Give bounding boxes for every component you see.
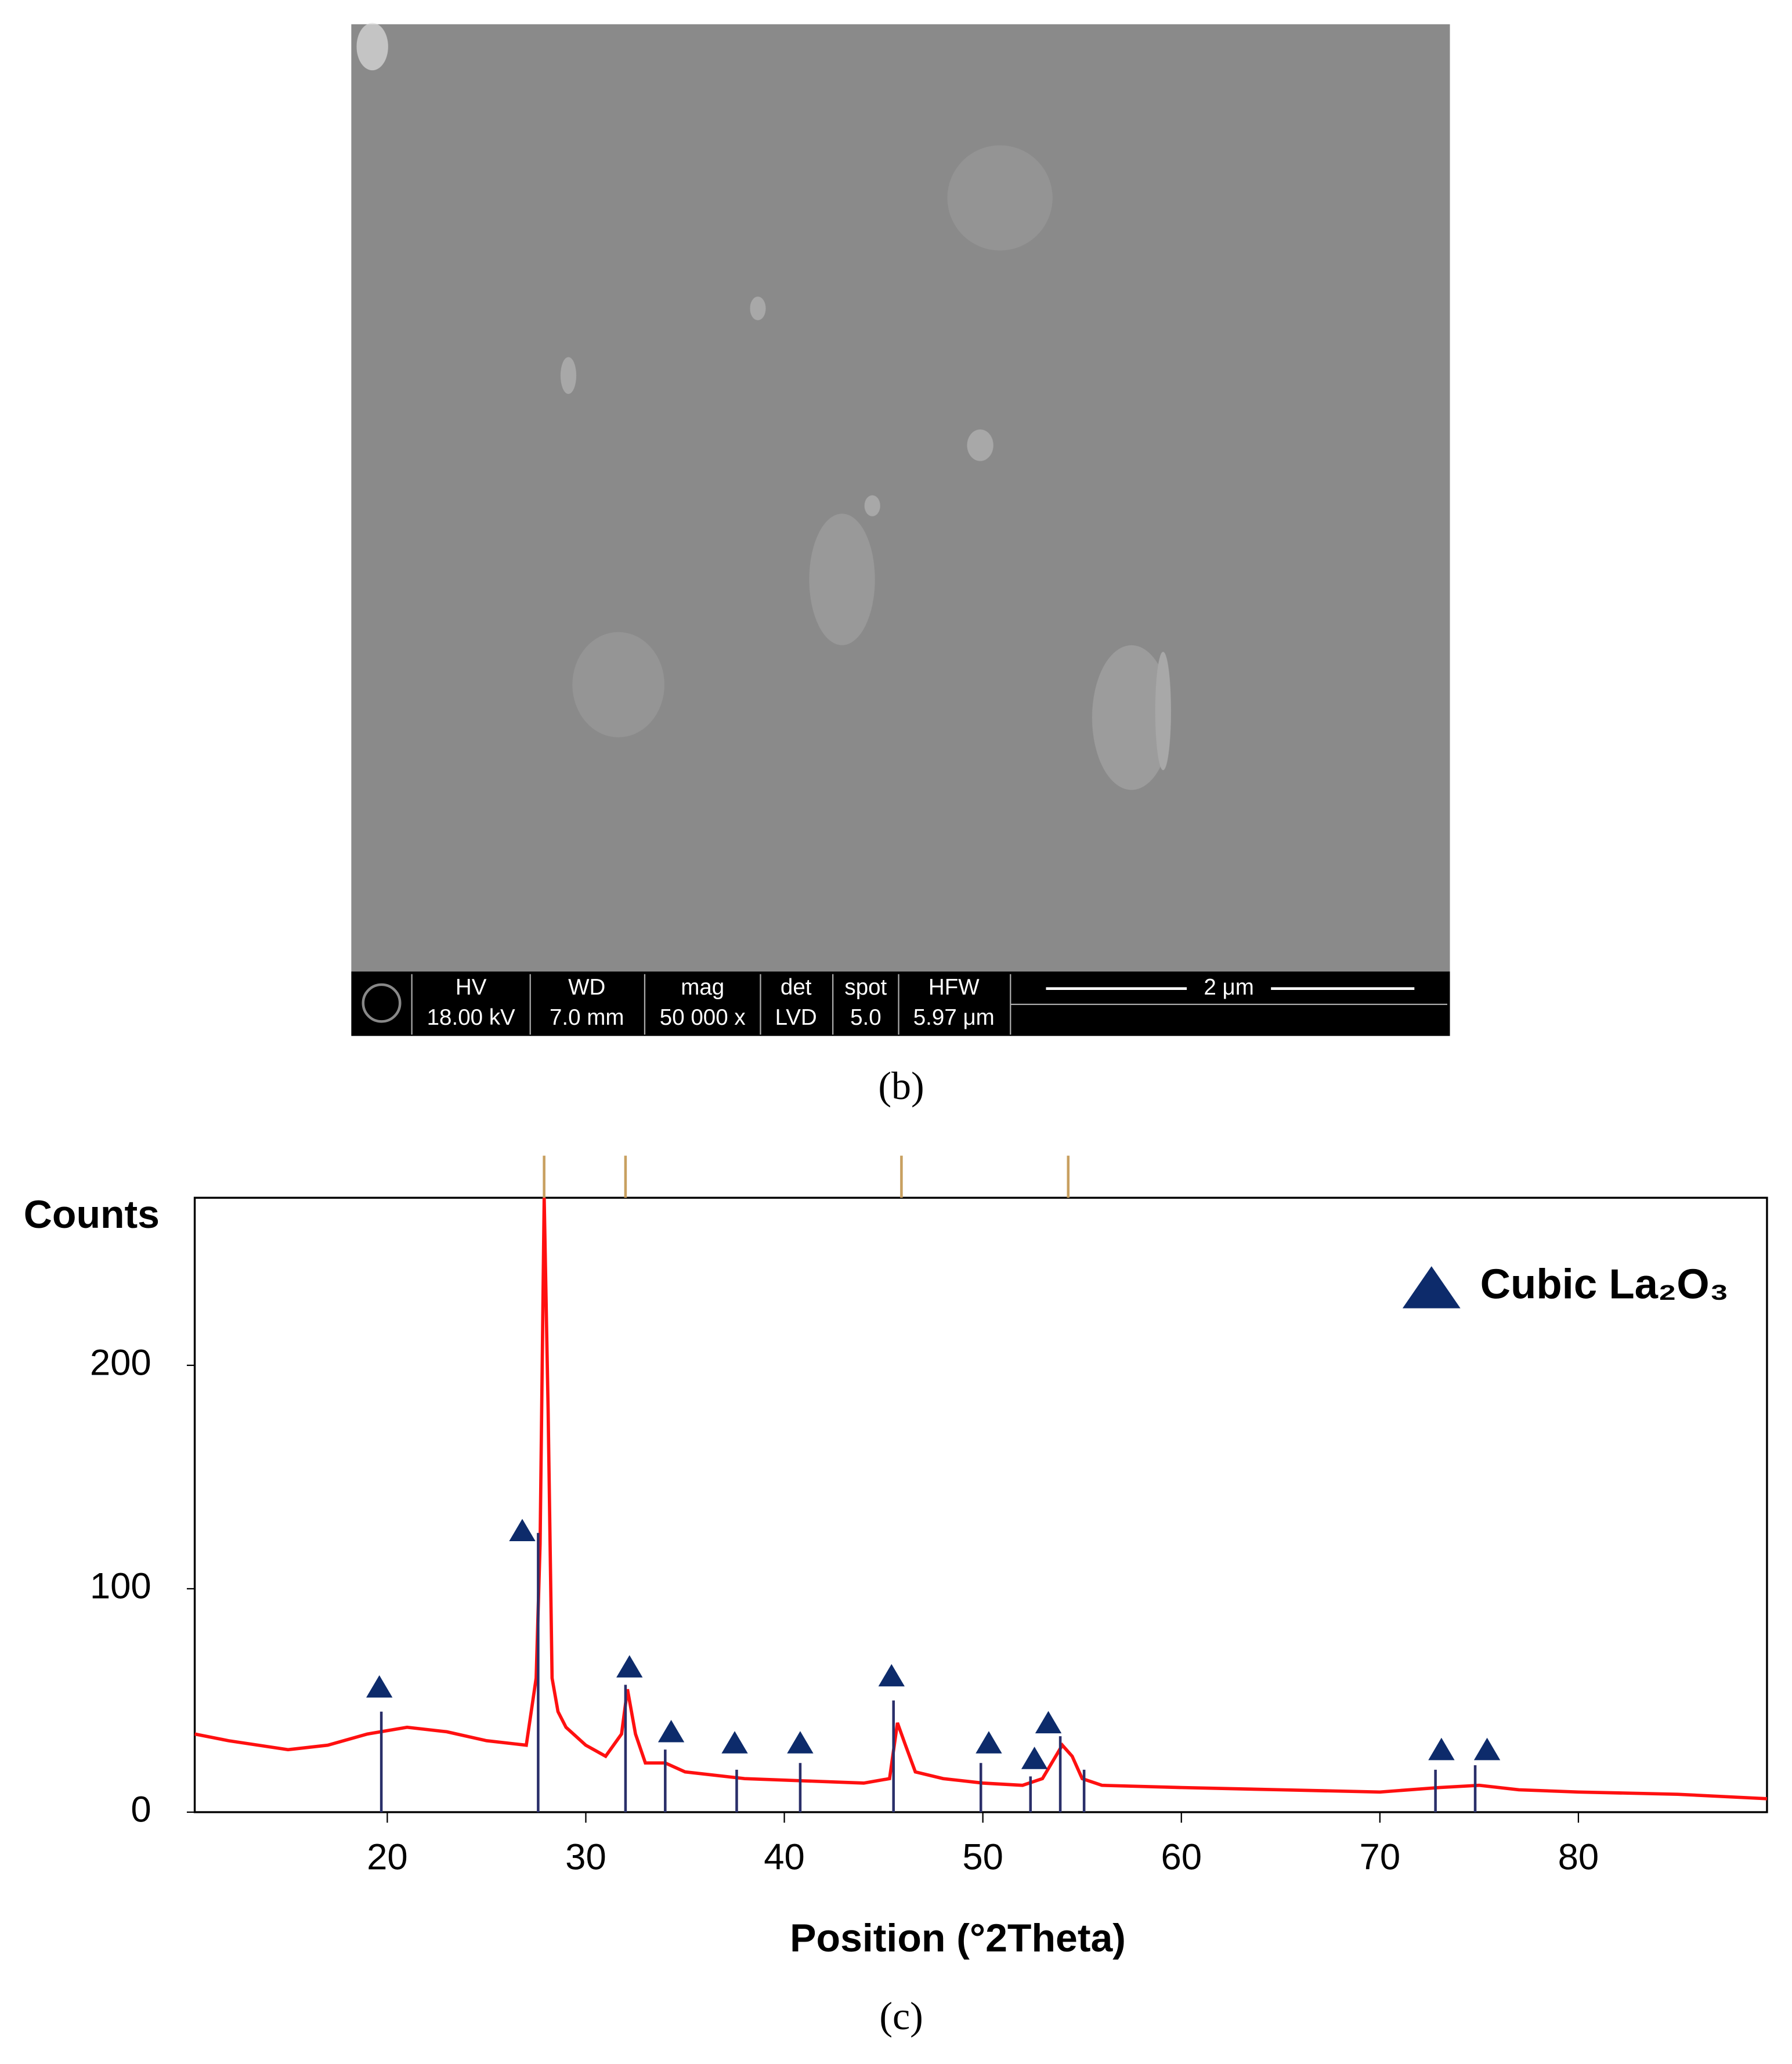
sem-background (351, 24, 1450, 972)
y-tick-label: 100 (90, 1566, 151, 1607)
info-value: 7.0 mm (550, 1005, 624, 1030)
sem-features (356, 23, 1171, 790)
xrd-chart: Counts Position (°2Theta) (c) Cubic La₂O… (24, 1155, 1768, 2038)
sem-info-bar: 2 μm HV 18.00 kV WD 7.0 mm mag 50 000 x det LVD… (351, 971, 1450, 1036)
info-value: 5.97 μm (913, 1005, 995, 1030)
info-value: LVD (775, 1005, 817, 1030)
info-label: HV (456, 975, 487, 1000)
legend-label: Cubic La₂O₃ (1480, 1261, 1729, 1308)
info-label: HFW (928, 975, 980, 1000)
phase-marker (787, 1731, 814, 1754)
info-value: 18.00 kV (427, 1005, 515, 1030)
panel-caption: (b) (878, 1064, 924, 1108)
pattern-line (194, 1198, 1768, 1801)
x-tick-label: 50 (962, 1837, 1003, 1877)
phase-marker (1473, 1737, 1501, 1761)
info-label: spot (844, 975, 887, 1000)
x-tick-label: 30 (565, 1837, 606, 1877)
phase-marker (616, 1655, 643, 1678)
y-axis-label: Counts (24, 1192, 160, 1237)
sem-image: 2 μm HV 18.00 kV WD 7.0 mm mag 50 000 x det LVD… (351, 23, 1450, 1108)
x-axis-label: Position (°2Theta) (790, 1916, 1126, 1960)
y-tick-label: 0 (131, 1790, 151, 1830)
info-value: 5.0 (850, 1005, 881, 1030)
x-tick-label: 40 (764, 1837, 805, 1877)
scale-bar-label: 2 μm (1204, 975, 1253, 1000)
phase-marker (1428, 1737, 1455, 1761)
phase-marker (976, 1731, 1002, 1754)
x-tick-label: 80 (1558, 1837, 1599, 1877)
info-label: det (781, 975, 812, 1000)
phase-marker (509, 1519, 536, 1541)
phase-marker (1021, 1747, 1048, 1769)
legend-marker (1402, 1266, 1461, 1308)
info-label: WD (568, 975, 605, 1000)
phase-marker (366, 1675, 393, 1698)
phase-marker (1035, 1711, 1062, 1734)
y-tick-label: 200 (90, 1343, 151, 1383)
phase-marker (721, 1731, 748, 1754)
phase-marker (657, 1719, 685, 1743)
info-value: 50 000 x (660, 1005, 746, 1030)
panel-caption: (c) (879, 1994, 923, 2038)
x-tick-label: 60 (1161, 1837, 1202, 1877)
info-label: mag (681, 975, 724, 1000)
x-tick-label: 70 (1360, 1837, 1401, 1877)
x-tick-label: 20 (367, 1837, 408, 1877)
phase-marker (878, 1664, 905, 1687)
